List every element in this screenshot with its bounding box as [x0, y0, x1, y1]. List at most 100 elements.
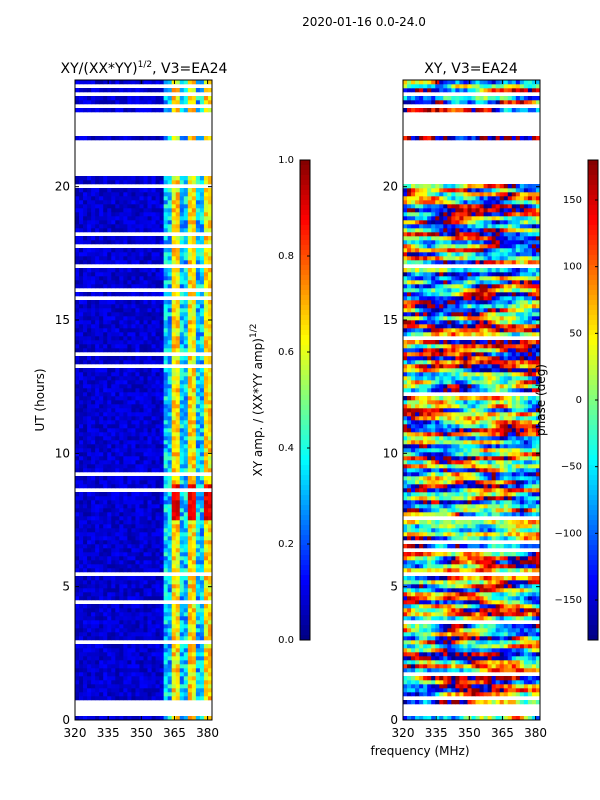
amplitude-cell — [151, 304, 156, 309]
amplitude-cell — [199, 672, 205, 677]
amplitude-cell — [159, 660, 165, 665]
amplitude-cell — [151, 204, 156, 209]
amplitude-cell — [179, 196, 185, 201]
amplitude-cell — [119, 372, 124, 377]
phase-cell — [463, 660, 468, 665]
amplitude-cell — [195, 520, 201, 525]
amplitude-cell — [119, 100, 124, 105]
amplitude-cell — [115, 432, 120, 437]
amplitude-cell — [183, 500, 189, 505]
amplitude-cell — [199, 456, 205, 461]
colorbar-segment — [300, 460, 310, 466]
amplitude-cell — [115, 208, 120, 213]
amplitude-cell — [135, 180, 140, 185]
amplitude-cell — [91, 612, 96, 617]
amplitude-cell — [159, 348, 165, 353]
amplitude-cell — [115, 440, 120, 445]
amplitude-cell — [155, 532, 161, 537]
amplitude-cell — [143, 268, 148, 273]
amplitude-cell — [87, 508, 92, 513]
amplitude-cell — [139, 604, 144, 609]
amplitude-cell — [139, 672, 144, 677]
amplitude-cell — [83, 136, 88, 141]
amplitude-cell — [155, 616, 161, 621]
amplitude-cell — [123, 332, 128, 337]
amplitude-cell — [159, 344, 165, 349]
amplitude-cell — [203, 440, 209, 445]
amplitude-cell — [151, 180, 156, 185]
amplitude-cell — [171, 136, 177, 141]
colorbar-segment — [300, 550, 310, 556]
amplitude-cell — [191, 276, 197, 281]
amplitude-cell — [75, 552, 80, 557]
amplitude-cell — [111, 360, 116, 365]
amplitude-cell — [79, 256, 84, 261]
amplitude-cell — [199, 248, 205, 253]
amplitude-cell — [123, 668, 128, 673]
amplitude-cell — [179, 460, 185, 465]
amplitude-cell — [103, 240, 108, 245]
amplitude-cell — [143, 436, 148, 441]
amplitude-cell — [195, 624, 201, 629]
amplitude-cell — [135, 280, 140, 285]
amplitude-cell — [127, 552, 132, 557]
amplitude-cell — [207, 696, 213, 701]
amplitude-cell — [147, 604, 152, 609]
amplitude-cell — [199, 484, 205, 489]
amplitude-cell — [195, 684, 201, 689]
amplitude-cell — [79, 476, 84, 481]
amplitude-cell — [143, 360, 148, 365]
amplitude-cell — [179, 492, 185, 497]
amplitude-cell — [199, 632, 205, 637]
amplitude-cell — [147, 188, 152, 193]
amplitude-cell — [95, 636, 100, 641]
amplitude-cell — [99, 636, 104, 641]
amplitude-cell — [199, 80, 205, 85]
amplitude-cell — [167, 360, 173, 365]
amplitude-cell — [167, 480, 173, 485]
amplitude-cell — [159, 80, 165, 85]
amplitude-cell — [207, 612, 213, 617]
amplitude-cell — [179, 664, 185, 669]
amplitude-cell — [191, 392, 197, 397]
phase-cell — [519, 660, 525, 665]
amplitude-cell — [151, 280, 156, 285]
amplitude-cell — [191, 300, 197, 305]
amplitude-cell — [95, 340, 100, 345]
amplitude-cell — [207, 440, 213, 445]
amplitude-cell — [83, 452, 88, 457]
amplitude-cell — [119, 216, 124, 221]
amplitude-cell — [99, 408, 104, 413]
amplitude-cell — [179, 308, 185, 313]
amplitude-cell — [75, 464, 80, 469]
amplitude-cell — [187, 196, 193, 201]
panel-phase-title: XY, V3=EA24 — [424, 61, 518, 77]
amplitude-cell — [187, 412, 193, 417]
amplitude-cell — [75, 356, 80, 361]
amplitude-cell — [179, 532, 185, 537]
phase-cell — [427, 644, 432, 649]
amplitude-cell — [139, 668, 144, 673]
amplitude-cell — [183, 608, 189, 613]
amplitude-cell — [159, 508, 165, 513]
amplitude-cell — [79, 396, 84, 401]
amplitude-cell — [179, 380, 185, 385]
amplitude-cell — [103, 648, 108, 653]
amplitude-cell — [151, 484, 156, 489]
amplitude-cell — [91, 340, 96, 345]
amplitude-cell — [131, 652, 136, 657]
amplitude-cell — [207, 504, 213, 509]
amplitude-cell — [159, 588, 165, 593]
amplitude-cell — [187, 648, 193, 653]
amplitude-cell — [95, 520, 100, 525]
amplitude-cell — [131, 328, 136, 333]
amplitude-cell — [163, 504, 169, 509]
amplitude-cell — [167, 476, 173, 481]
amplitude-cell — [103, 404, 108, 409]
amplitude-cell — [147, 212, 152, 217]
amplitude-cell — [91, 228, 96, 233]
amplitude-cell — [143, 620, 148, 625]
amplitude-cell — [159, 408, 165, 413]
amplitude-cell — [103, 588, 108, 593]
phase-cell — [499, 644, 505, 649]
